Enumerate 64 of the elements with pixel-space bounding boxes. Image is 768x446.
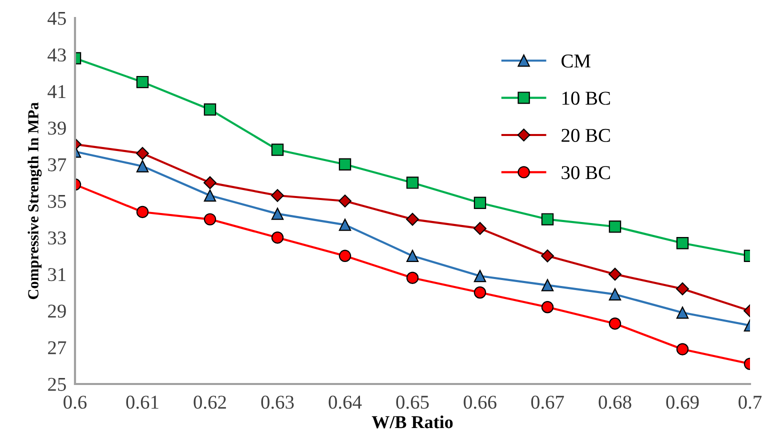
y-tick-label: 37 [48,158,66,172]
y-tick-label: 31 [48,268,66,282]
point [406,272,419,284]
point [338,250,352,262]
point [676,343,689,356]
x-tick-label: 0.7 [738,396,762,409]
point [271,208,284,220]
point [406,212,419,226]
point [136,206,149,218]
point [474,196,486,209]
point [474,286,486,299]
point [676,236,689,250]
point [608,220,622,233]
legend-label: CM [562,54,590,68]
x-tick-label: 0.61 [126,396,158,409]
point [204,176,216,190]
point [474,270,486,282]
y-tick-label: 45 [48,12,66,25]
point [406,250,419,262]
x-tick-label: 0.66 [464,396,496,409]
point [608,268,622,281]
y-tick-label: 39 [48,122,66,135]
point [136,146,149,160]
point [271,231,284,244]
x-tick-label: 0.62 [194,396,226,409]
point [541,301,554,314]
point [608,288,622,300]
y-tick-label: 29 [48,304,66,318]
point [338,158,352,171]
legend-label: 10 BC [562,92,610,105]
point [406,176,419,189]
point [136,160,149,172]
y-tick-label: 25 [48,378,66,391]
point [541,249,554,262]
point [204,103,216,116]
point [204,213,216,226]
y-tick-label: 33 [48,231,66,245]
point [204,189,216,202]
point [608,318,622,330]
x-tick-label: 0.63 [261,396,294,409]
x-tick-label: 0.65 [396,396,429,409]
legend-label: 30 BC [562,166,610,180]
x-tick-label: 0.68 [598,396,632,409]
y-axis-title: Compressive Strength In MPa [28,102,42,300]
point [541,279,554,292]
point [136,76,149,88]
y-tick-label: 43 [48,48,66,62]
x-tick-label: 0.67 [531,396,564,409]
x-tick-label: 0.69 [666,396,699,409]
point [338,194,352,208]
legend-label: 20 BC [562,128,610,142]
y-tick-label: 27 [48,341,66,354]
point [541,213,554,226]
point [271,144,284,156]
y-tick-label: 35 [48,194,66,208]
x-tick-label: 0.6 [64,396,87,409]
point [271,189,284,202]
y-tick-label: 41 [48,85,66,98]
x-axis-title: W/B Ratio [372,416,453,428]
point [338,218,352,231]
x-tick-label: 0.64 [328,396,362,409]
point [676,306,689,319]
point [474,222,486,235]
point [676,282,689,296]
